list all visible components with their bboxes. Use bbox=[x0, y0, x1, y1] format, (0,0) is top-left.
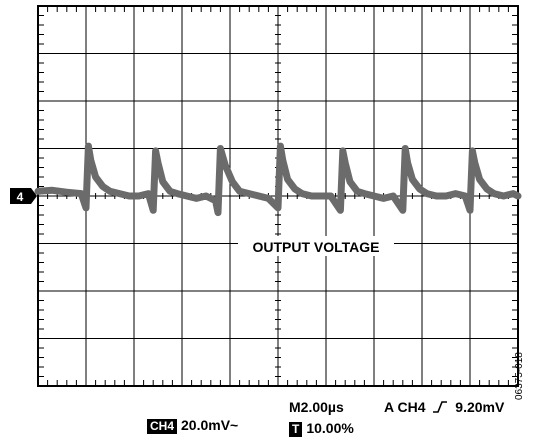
channel-4-marker: 4 bbox=[10, 188, 37, 204]
timebase-readout: M2.00µs bbox=[289, 399, 344, 415]
channel-box: CH4 bbox=[147, 419, 178, 434]
trigger-level-value: 9.20mV bbox=[455, 399, 505, 415]
rising-edge-icon bbox=[433, 401, 448, 413]
annotation-label: OUTPUT VOLTAGE bbox=[252, 239, 379, 255]
trigger-position-value: 10.00% bbox=[306, 420, 354, 436]
channel-scale-value: 20.0mV~ bbox=[181, 417, 239, 433]
channel-4-trace bbox=[34, 142, 522, 217]
waveform-line bbox=[34, 142, 522, 217]
waveform-annotation: OUTPUT VOLTAGE bbox=[238, 236, 394, 256]
channel-scale-readout: CH4 20.0mV~ bbox=[147, 417, 238, 434]
trigger-position-readout: T 10.00% bbox=[289, 420, 354, 437]
trigger-source: A CH4 bbox=[384, 399, 426, 415]
trigger-readout: A CH4 9.20mV bbox=[384, 399, 504, 415]
channel-marker-label: 4 bbox=[17, 190, 24, 204]
trigger-box: T bbox=[289, 422, 303, 437]
figure-id: 06375-018 bbox=[514, 352, 525, 400]
annotation-background bbox=[238, 236, 394, 256]
channel-marker-arrow bbox=[10, 188, 37, 204]
